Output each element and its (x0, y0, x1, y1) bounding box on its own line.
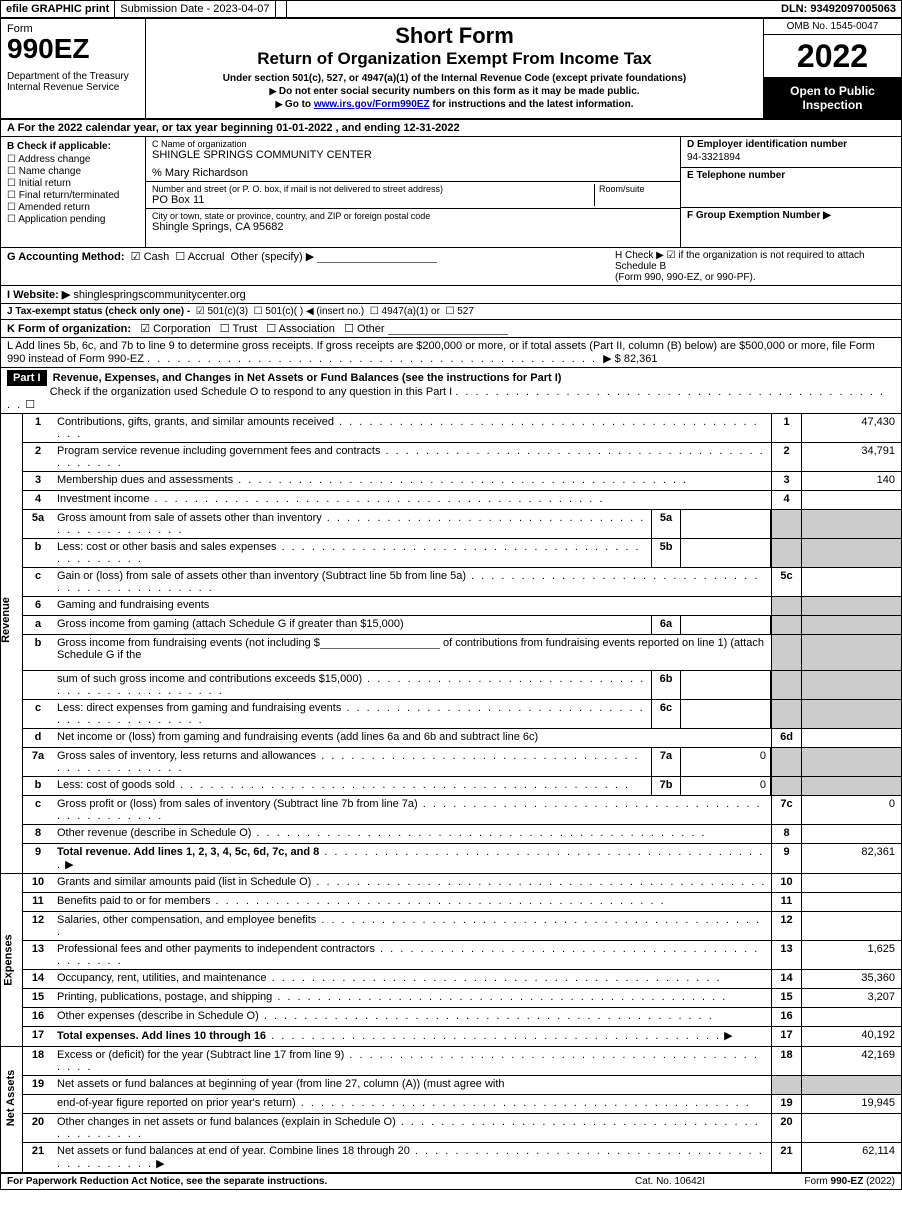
chk-accrual[interactable]: Accrual (175, 251, 224, 263)
chk-association[interactable]: Association (266, 323, 335, 335)
line-7c-value: 0 (801, 796, 901, 824)
line-2-value: 34,791 (801, 443, 901, 471)
footer-catalog: Cat. No. 10642I (595, 1176, 745, 1187)
line-15-value: 3,207 (801, 989, 901, 1007)
netassets-side-label: Net Assets (5, 1070, 17, 1126)
form-number: 990EZ (7, 35, 139, 63)
page-footer: For Paperwork Reduction Act Notice, see … (1, 1174, 901, 1189)
top-bar: efile GRAPHIC print Submission Date - 20… (1, 1, 901, 19)
footer-paperwork: For Paperwork Reduction Act Notice, see … (7, 1176, 595, 1187)
line-4-value (801, 491, 901, 509)
goto-line: Go to www.irs.gov/Form990EZ for instruct… (154, 99, 755, 110)
row-k-form-org: K Form of organization: Corporation Trus… (1, 320, 901, 338)
title-short-form: Short Form (154, 23, 755, 49)
line-6d-value (801, 729, 901, 747)
open-inspection: Open to Public Inspection (764, 78, 901, 118)
line-17-value: 40,192 (801, 1027, 901, 1046)
website-value: shinglespringscommunitycenter.org (73, 289, 245, 301)
other-specify-input[interactable] (317, 251, 437, 263)
line-5c-value (801, 568, 901, 596)
chk-schedule-b[interactable] (667, 250, 679, 261)
line-12-value (801, 912, 901, 940)
tax-year: 2022 (764, 35, 901, 78)
warning-ssn: Do not enter social security numbers on … (154, 86, 755, 97)
chk-amended-return[interactable]: Amended return (7, 202, 139, 213)
chk-cash[interactable]: Cash (131, 251, 170, 263)
line-21-value: 62,114 (801, 1143, 901, 1172)
care-of: % Mary Richardson (152, 167, 674, 179)
line-8-value (801, 825, 901, 843)
revenue-side-label: Revenue (0, 597, 12, 643)
row-g-h: G Accounting Method: Cash Accrual Other … (1, 248, 901, 286)
line-20-value (801, 1114, 901, 1142)
line-13-value: 1,625 (801, 941, 901, 969)
chk-other-org[interactable]: Other (344, 323, 384, 335)
subtitle: Under section 501(c), 527, or 4947(a)(1)… (154, 73, 755, 84)
org-name: SHINGLE SPRINGS COMMUNITY CENTER (152, 149, 674, 161)
efile-label: efile GRAPHIC print (1, 1, 115, 17)
group-exemption: F Group Exemption Number ▶ (687, 210, 895, 221)
line-18-value: 42,169 (801, 1047, 901, 1075)
department-label: Department of the TreasuryInternal Reven… (7, 71, 139, 93)
chk-trust[interactable]: Trust (220, 323, 257, 335)
irs-link[interactable]: www.irs.gov/Form990EZ (314, 99, 430, 110)
line-9-value: 82,361 (801, 844, 901, 873)
chk-application-pending[interactable]: Application pending (7, 214, 139, 225)
form-header: Form 990EZ Department of the TreasuryInt… (1, 19, 901, 120)
line-10-value (801, 874, 901, 892)
col-b-checkboxes: B Check if applicable: Address change Na… (1, 137, 146, 247)
chk-4947[interactable]: 4947(a)(1) or (370, 306, 440, 317)
col-c-org-info: C Name of organization SHINGLE SPRINGS C… (146, 137, 681, 247)
expenses-block: Expenses 10Grants and similar amounts pa… (1, 874, 901, 1047)
row-a-tax-year: A For the 2022 calendar year, or tax yea… (1, 120, 901, 137)
netassets-block: Net Assets 18Excess or (deficit) for the… (1, 1047, 901, 1174)
section-bcdef: B Check if applicable: Address change Na… (1, 137, 901, 248)
expenses-side-label: Expenses (3, 935, 15, 986)
row-i-website: I Website: ▶ shinglespringscommunitycent… (1, 286, 901, 304)
title-return: Return of Organization Exempt From Incom… (154, 49, 755, 69)
chk-initial-return[interactable]: Initial return (7, 178, 139, 189)
chk-501c3[interactable]: 501(c)(3) (196, 306, 248, 317)
line-19-value: 19,945 (801, 1095, 901, 1113)
revenue-block: Revenue 1Contributions, gifts, grants, a… (1, 414, 901, 874)
part-1-header: Part I Revenue, Expenses, and Changes in… (1, 368, 901, 414)
chk-address-change[interactable]: Address change (7, 154, 139, 165)
chk-name-change[interactable]: Name change (7, 166, 139, 177)
footer-form-ref: Form 990-EZ (2022) (745, 1176, 895, 1187)
omb-number: OMB No. 1545-0047 (764, 19, 901, 35)
line-1-value: 47,430 (801, 414, 901, 442)
submission-date: Submission Date - 2023-04-07 (115, 1, 275, 17)
col-def: D Employer identification number 94-3321… (681, 137, 901, 247)
chk-corporation[interactable]: Corporation (140, 323, 210, 335)
dln-number: DLN: 93492097005063 (776, 1, 901, 17)
chk-527[interactable]: 527 (445, 306, 473, 317)
chk-501c[interactable]: 501(c)( ) ◀ (insert no.) (254, 306, 365, 317)
line-3-value: 140 (801, 472, 901, 490)
line-11-value (801, 893, 901, 911)
row-j-tax-status: J Tax-exempt status (check only one) - 5… (1, 304, 901, 320)
ein: 94-3321894 (687, 150, 895, 165)
line-16-value (801, 1008, 901, 1026)
line-14-value: 35,360 (801, 970, 901, 988)
form-page: efile GRAPHIC print Submission Date - 20… (0, 0, 902, 1190)
gross-receipts-value: $ 82,361 (615, 353, 658, 365)
row-l-gross-receipts: L Add lines 5b, 6c, and 7b to line 9 to … (1, 338, 901, 368)
street-address: PO Box 11 (152, 194, 594, 206)
city-state-zip: Shingle Springs, CA 95682 (152, 221, 674, 233)
chk-final-return[interactable]: Final return/terminated (7, 190, 139, 201)
